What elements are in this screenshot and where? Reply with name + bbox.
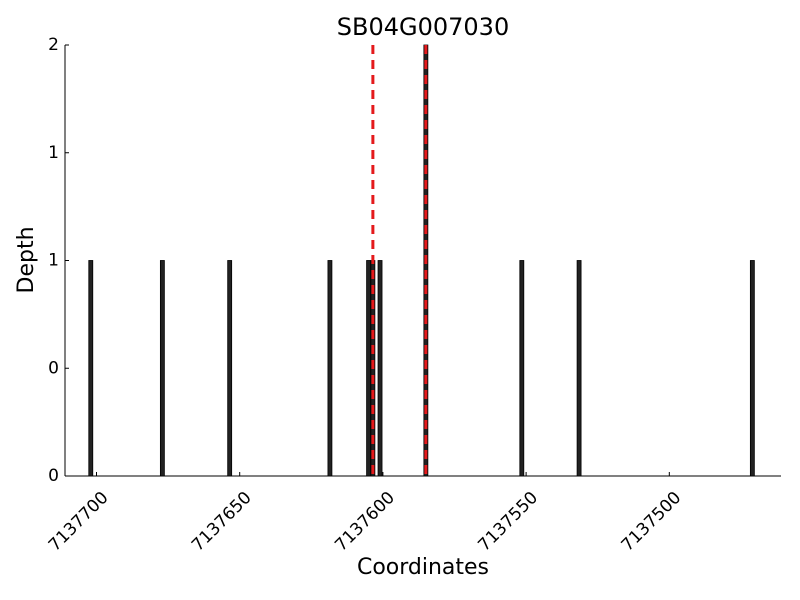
bar: [519, 260, 525, 477]
y-tick-label: 0: [48, 466, 59, 486]
x-axis-label: Coordinates: [357, 555, 489, 580]
x-tick-label: 7137650: [188, 488, 256, 556]
y-axis-label: Depth: [14, 226, 39, 293]
chart-title: SB04G007030: [337, 13, 509, 41]
bar: [749, 260, 755, 477]
y-tick-label: 2: [48, 35, 59, 55]
bar: [377, 260, 383, 477]
x-tick-label: 7137500: [618, 488, 686, 556]
x-tick-label: 7137700: [45, 488, 113, 556]
bar: [88, 260, 94, 477]
y-tick-label: 1: [48, 143, 59, 163]
bar: [366, 260, 371, 477]
bar: [576, 260, 582, 477]
bar: [227, 260, 233, 477]
y-tick-label: 1: [48, 251, 59, 271]
x-tick-label: 7137600: [331, 488, 399, 556]
bar: [159, 260, 165, 477]
y-tick-label: 0: [48, 358, 59, 378]
x-tick-label: 7137550: [474, 488, 542, 556]
bar: [327, 260, 333, 477]
